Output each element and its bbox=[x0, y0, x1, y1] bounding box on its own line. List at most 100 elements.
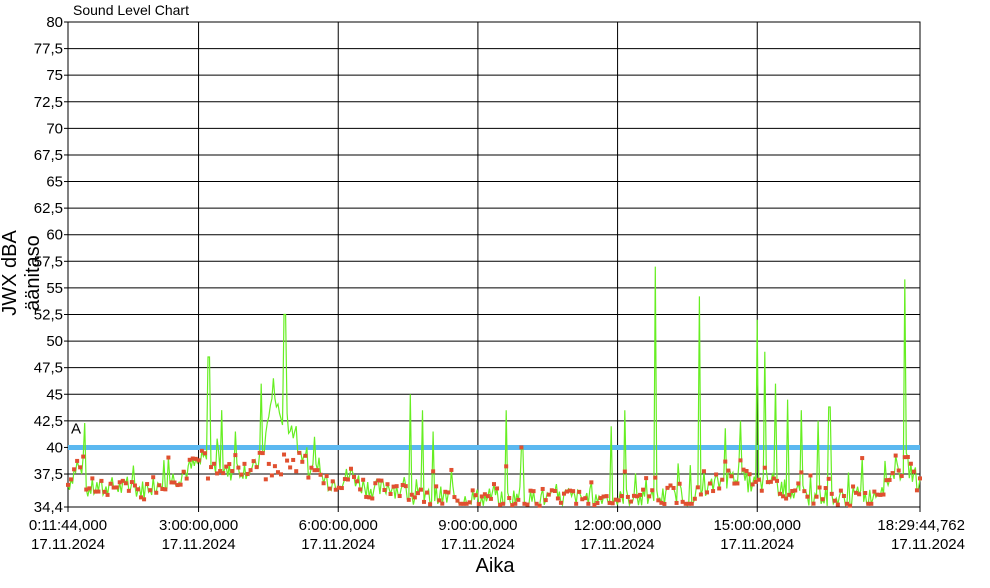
sample-marker bbox=[69, 477, 74, 482]
sample-marker bbox=[163, 487, 168, 492]
sample-marker bbox=[656, 498, 661, 503]
sample-marker bbox=[571, 489, 576, 494]
y-tick-label: 47,5 bbox=[34, 360, 63, 377]
sample-marker bbox=[467, 500, 472, 505]
sample-marker bbox=[668, 483, 673, 488]
sample-marker bbox=[428, 502, 433, 507]
sample-marker bbox=[653, 475, 658, 480]
sample-marker bbox=[607, 500, 612, 505]
sample-marker bbox=[193, 456, 198, 461]
sample-marker bbox=[771, 476, 776, 481]
sample-marker bbox=[881, 492, 886, 497]
sample-marker bbox=[902, 455, 907, 460]
sample-marker bbox=[692, 496, 697, 501]
sample-marker bbox=[75, 458, 80, 463]
sample-marker bbox=[245, 471, 250, 476]
sample-marker bbox=[464, 501, 469, 506]
sample-marker bbox=[215, 471, 220, 476]
sample-marker bbox=[778, 491, 783, 496]
sample-marker bbox=[461, 501, 466, 506]
sample-marker bbox=[732, 481, 737, 486]
sample-marker bbox=[492, 482, 496, 487]
x-tick-time: 6:00:00,000 bbox=[299, 517, 378, 534]
threshold-label: A bbox=[71, 420, 81, 437]
sample-marker bbox=[202, 451, 207, 456]
sample-marker bbox=[312, 468, 317, 473]
sample-marker bbox=[665, 485, 670, 490]
sample-marker bbox=[315, 468, 320, 473]
sample-marker bbox=[565, 489, 570, 494]
sample-marker bbox=[455, 498, 460, 503]
sample-marker bbox=[348, 466, 353, 471]
sample-marker bbox=[893, 453, 898, 458]
sample-marker bbox=[826, 476, 831, 481]
sample-marker bbox=[650, 488, 655, 493]
sample-marker bbox=[196, 458, 201, 463]
y-tick-label: 70 bbox=[46, 120, 63, 137]
sample-marker bbox=[513, 501, 518, 506]
sample-marker bbox=[741, 467, 746, 472]
sample-marker bbox=[81, 454, 86, 459]
sample-marker bbox=[829, 491, 834, 496]
sample-marker bbox=[717, 486, 722, 491]
sample-marker bbox=[522, 501, 527, 506]
sample-marker bbox=[890, 471, 895, 476]
sample-marker bbox=[108, 481, 113, 486]
sample-marker bbox=[355, 479, 360, 484]
sample-marker bbox=[242, 461, 247, 466]
sample-marker bbox=[820, 497, 825, 502]
sample-marker bbox=[574, 501, 579, 506]
sample-marker bbox=[799, 470, 804, 475]
threshold-line: A bbox=[68, 420, 920, 450]
sample-marker bbox=[227, 462, 232, 467]
sample-marker bbox=[297, 450, 302, 455]
sample-marker bbox=[318, 472, 323, 477]
sample-marker bbox=[309, 465, 314, 470]
sample-marker bbox=[190, 456, 195, 461]
sample-marker bbox=[391, 484, 396, 489]
sample-marker bbox=[181, 469, 186, 474]
sample-marker bbox=[516, 497, 521, 502]
sample-marker bbox=[507, 496, 512, 501]
sample-marker bbox=[619, 494, 624, 499]
sample-marker bbox=[914, 488, 919, 493]
sample-marker bbox=[918, 476, 922, 481]
sample-marker bbox=[635, 494, 640, 499]
sample-marker bbox=[908, 461, 913, 466]
sample-marker bbox=[765, 480, 770, 485]
sample-marker bbox=[90, 476, 95, 481]
y-tick-label: 80 bbox=[46, 14, 63, 31]
sample-marker bbox=[361, 477, 366, 482]
sample-marker bbox=[352, 474, 357, 479]
x-tick-date: 17.11.2024 bbox=[162, 536, 236, 553]
sample-marker bbox=[212, 461, 217, 466]
y-tick-label: 65 bbox=[46, 174, 63, 191]
sample-marker bbox=[449, 467, 454, 472]
sample-marker bbox=[823, 486, 828, 491]
x-tick-date: 17.11.2024 bbox=[31, 536, 105, 553]
sample-marker bbox=[723, 459, 728, 464]
sample-marker bbox=[625, 494, 630, 499]
sample-marker bbox=[528, 488, 533, 493]
sample-marker bbox=[610, 501, 615, 506]
sample-marker bbox=[126, 488, 131, 493]
sample-marker bbox=[160, 486, 165, 491]
x-tick-date: 17.11.2024 bbox=[441, 536, 515, 553]
sample-marker bbox=[558, 500, 563, 505]
sample-marker bbox=[601, 494, 606, 499]
sample-marker bbox=[78, 465, 83, 470]
sample-marker bbox=[756, 477, 761, 482]
sample-marker bbox=[120, 478, 125, 483]
sample-marker bbox=[476, 502, 481, 507]
sample-marker bbox=[589, 480, 594, 485]
sample-marker bbox=[504, 464, 509, 469]
sample-marker bbox=[854, 490, 859, 495]
sample-marker bbox=[230, 469, 235, 474]
sample-marker bbox=[790, 488, 795, 493]
sample-marker bbox=[236, 465, 241, 470]
sample-marker bbox=[84, 487, 89, 492]
sample-marker bbox=[342, 477, 347, 482]
sample-marker bbox=[175, 483, 180, 488]
sample-marker bbox=[291, 457, 296, 462]
sample-marker bbox=[841, 493, 846, 498]
